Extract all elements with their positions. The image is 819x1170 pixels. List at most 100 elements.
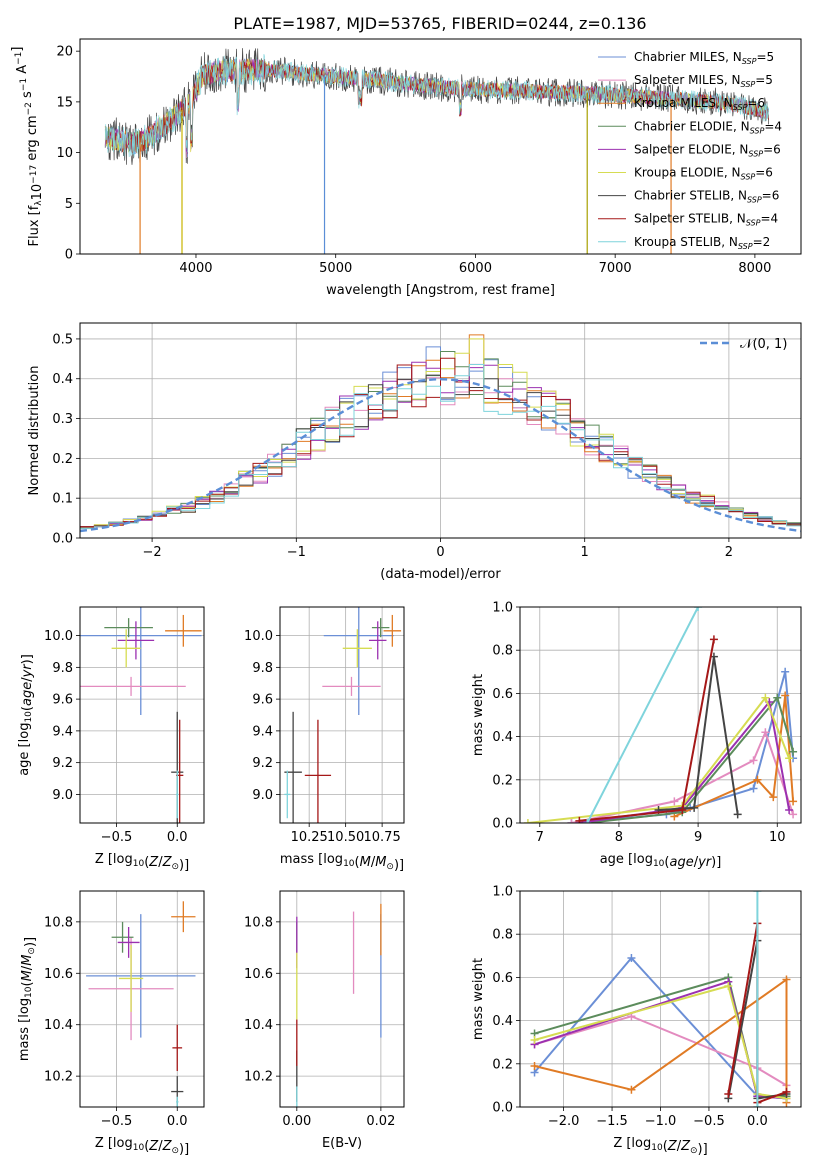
residuals-legend: 𝒩(0, 1) — [700, 337, 787, 352]
errorbar-point — [342, 629, 372, 668]
x-tick-label: 0 — [436, 545, 444, 560]
y-tick-label: 0.2 — [52, 452, 73, 467]
errorbar-point — [111, 921, 134, 953]
legend-label: Chabrier MILES, NSSP=5 — [634, 50, 774, 66]
weight-line — [658, 656, 739, 815]
age-vs-Z-ylabel: age [log10(age/yr)] — [17, 654, 35, 776]
weight-marker — [769, 793, 778, 802]
weight-marker — [773, 693, 782, 702]
x-tick-label: 0.0 — [167, 1114, 188, 1129]
x-tick-label: −2.0 — [548, 1114, 580, 1129]
weight-marker — [753, 1103, 762, 1107]
errorbar-point — [111, 629, 141, 668]
legend-label: 𝒩(0, 1) — [740, 337, 787, 352]
y-tick-label: 0.6 — [492, 971, 513, 986]
y-tick-label: 9.8 — [52, 661, 73, 676]
weight-vs-age-axes: 7 8 9 10 0.0 0.2 0.4 0.6 0.8 1.0 — [492, 601, 801, 845]
x-tick-label: 0.0 — [747, 1114, 768, 1129]
errorbar-point — [86, 914, 196, 1038]
weight-vs-age-lines — [523, 607, 798, 823]
mass-vs-EBV-points — [296, 903, 382, 1107]
y-tick-label: 10 — [56, 146, 73, 161]
y-tick-label: 10.4 — [44, 1018, 73, 1033]
weight-marker — [789, 810, 798, 819]
weight-marker — [530, 1061, 539, 1070]
age-vs-mass-xlabel: mass [log10(M/M⊙)] — [280, 852, 404, 873]
x-tick-label: 10 — [769, 830, 786, 845]
y-tick-label: 10.8 — [244, 915, 273, 930]
age-vs-Z-frame — [79, 606, 205, 824]
weight-marker — [583, 819, 592, 823]
y-tick-label: 10.2 — [244, 1070, 273, 1085]
age-vs-Z-xlabel: Z [log10(Z/Z⊙)] — [95, 852, 189, 873]
y-tick-label: 0.8 — [492, 644, 513, 659]
x-tick-label: 10.50 — [327, 830, 364, 845]
y-tick-label: 9.2 — [52, 756, 73, 771]
weight-marker — [523, 819, 532, 823]
mass-vs-EBV-axes: 0.00 0.02 10.2 10.4 10.6 10.8 — [244, 891, 404, 1129]
y-tick-label: 1.0 — [492, 601, 513, 616]
errorbar-point — [104, 618, 153, 638]
weight-marker — [749, 756, 758, 765]
weight-marker — [530, 1036, 539, 1045]
spectrum-line — [104, 54, 769, 158]
y-tick-label: 10.4 — [244, 1018, 273, 1033]
x-tick-label: 6000 — [459, 261, 492, 276]
weight-marker — [724, 982, 733, 991]
weight-marker — [749, 784, 758, 793]
weight-marker — [753, 891, 762, 895]
x-tick-label: −1 — [287, 545, 306, 560]
y-tick-label: 20 — [56, 45, 73, 60]
spectrum-frame — [79, 38, 802, 255]
weight-line — [534, 977, 788, 1103]
weight-line — [534, 1015, 788, 1087]
y-tick-label: 0.4 — [52, 372, 73, 387]
y-tick-label: 15 — [56, 95, 73, 110]
weight-marker — [785, 754, 794, 763]
weight-marker — [733, 810, 742, 819]
x-tick-label: 0.00 — [282, 1114, 311, 1129]
mass-vs-Z-ylabel: mass [log10(M/M⊙)] — [17, 937, 38, 1061]
weight-marker — [575, 816, 584, 823]
weight-vs-Z-xlabel: Z [log10(Z/Z⊙)] — [613, 1136, 707, 1157]
weight-marker — [724, 1090, 733, 1099]
errorbar-point — [176, 770, 179, 819]
weight-vs-Z-frame — [519, 890, 802, 1108]
x-tick-label: 2 — [725, 545, 733, 560]
legend-label: Salpeter STELIB, NSSP=4 — [634, 212, 778, 228]
x-tick-label: 10.25 — [291, 830, 328, 845]
x-tick-label: 5000 — [319, 261, 352, 276]
weight-series — [753, 891, 762, 1107]
y-tick-label: 10.6 — [244, 967, 273, 982]
x-tick-label: 1 — [581, 545, 589, 560]
age-vs-Z-points — [80, 607, 202, 823]
y-tick-label: 10.0 — [44, 629, 73, 644]
errorbar-point — [176, 1096, 179, 1107]
x-tick-label: 7 — [536, 830, 544, 845]
weight-series — [567, 728, 798, 823]
weight-marker — [567, 819, 576, 823]
x-tick-label: 10.75 — [364, 830, 401, 845]
legend-label: Kroupa ELODIE, NSSP=6 — [634, 166, 773, 182]
legend-label: Salpeter MILES, NSSP=5 — [634, 73, 773, 89]
y-tick-label: 0.5 — [52, 332, 73, 347]
y-tick-label: 9.4 — [52, 724, 73, 739]
residuals-frame — [79, 322, 802, 539]
y-tick-label: 0.4 — [492, 730, 513, 745]
y-tick-label: 10.6 — [44, 967, 73, 982]
weight-marker — [753, 775, 762, 784]
legend-label: Salpeter ELODIE, NSSP=6 — [634, 142, 781, 158]
y-tick-label: 10.8 — [44, 915, 73, 930]
x-tick-label: 8000 — [738, 261, 771, 276]
y-tick-label: 0.0 — [492, 1101, 513, 1116]
y-tick-label: 9.4 — [252, 724, 273, 739]
age-vs-mass-axes: 10.25 10.50 10.75 9.0 9.2 9.4 9.6 9.8 10.0 — [244, 607, 404, 845]
y-tick-label: 0.2 — [492, 773, 513, 788]
y-tick-label: 9.6 — [252, 693, 273, 708]
errorbar-point — [304, 719, 332, 823]
weight-marker — [761, 728, 770, 737]
spectrum-axes: 4000 5000 6000 7000 8000 0 5 10 15 20 — [56, 45, 771, 276]
y-tick-label: 0.6 — [492, 687, 513, 702]
weight-marker — [709, 635, 718, 644]
weight-series — [670, 691, 798, 821]
